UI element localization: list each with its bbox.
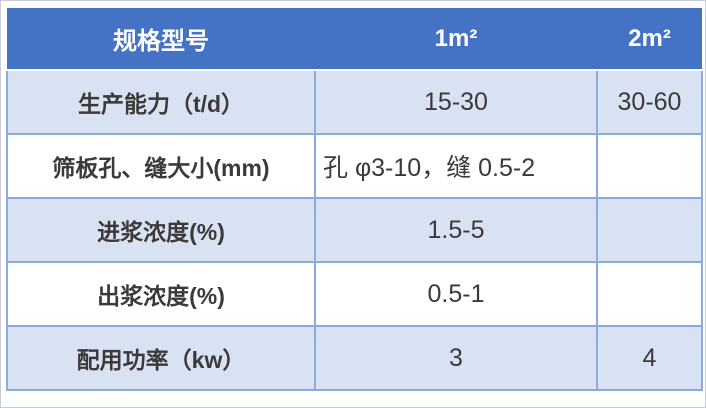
table-row-power: 配用功率（kw） 3 4 bbox=[6, 325, 703, 391]
header-cell-2m2: 2m² bbox=[597, 8, 702, 71]
table-row-inlet-consistency: 进浆浓度(%) 1.5-5 bbox=[6, 197, 703, 263]
table-row-screen-hole: 筛板孔、缝大小(mm) 孔 φ3-10，缝 0.5-2 bbox=[6, 133, 703, 199]
header-cell-model: 规格型号 bbox=[7, 8, 315, 71]
cell-value bbox=[596, 261, 703, 327]
header-row: 规格型号 1m² 2m² bbox=[7, 8, 702, 71]
row-label: 出浆浓度(%) bbox=[6, 261, 316, 327]
row-label: 进浆浓度(%) bbox=[6, 197, 316, 263]
cell-value: 30-60 bbox=[596, 69, 703, 135]
cell-value: 15-30 bbox=[314, 69, 598, 135]
header-cell-1m2: 1m² bbox=[315, 8, 597, 71]
spec-table: 规格型号 1m² 2m² 生产能力（t/d） 15-30 30-60 筛板孔、缝… bbox=[6, 8, 703, 391]
cell-value bbox=[596, 197, 703, 263]
cell-value: 3 bbox=[314, 325, 598, 391]
row-label: 生产能力（t/d） bbox=[6, 69, 316, 135]
cell-value: 4 bbox=[596, 325, 703, 391]
cell-value: 孔 φ3-10，缝 0.5-2 bbox=[314, 133, 598, 199]
table-row-outlet-consistency: 出浆浓度(%) 0.5-1 bbox=[6, 261, 703, 327]
cell-value: 1.5-5 bbox=[314, 197, 598, 263]
row-label: 筛板孔、缝大小(mm) bbox=[6, 133, 316, 199]
cell-value: 0.5-1 bbox=[314, 261, 598, 327]
table-row-capacity: 生产能力（t/d） 15-30 30-60 bbox=[6, 69, 703, 135]
row-label: 配用功率（kw） bbox=[6, 325, 316, 391]
cell-value bbox=[596, 133, 703, 199]
